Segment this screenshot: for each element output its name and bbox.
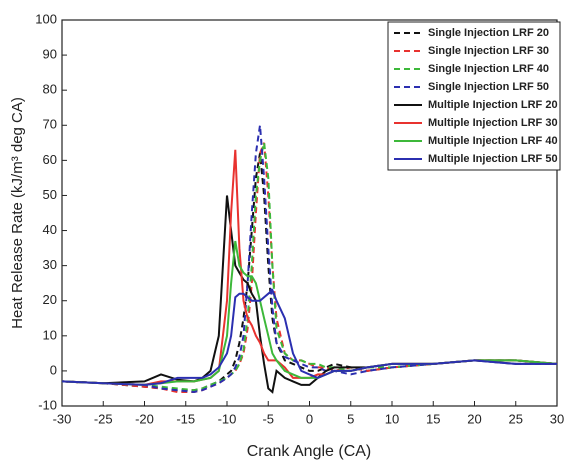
series-line	[62, 153, 557, 392]
legend-label: Single Injection LRF 30	[428, 45, 549, 57]
x-axis-label: Crank Angle (CA)	[247, 443, 372, 460]
series-line	[62, 142, 557, 393]
y-tick-label: 90	[43, 47, 57, 62]
y-tick-label: 60	[43, 152, 57, 167]
legend-label: Single Injection LRF 40	[428, 63, 549, 75]
legend-label: Single Injection LRF 50	[428, 81, 549, 93]
x-tick-label: -15	[176, 411, 195, 426]
legend-box	[387, 21, 561, 171]
series-line	[62, 149, 557, 386]
y-tick-label: 70	[43, 117, 57, 132]
x-tick-label: 0	[306, 411, 313, 426]
legend-label: Multiple Injection LRF 40	[428, 135, 558, 147]
x-tick-label: 30	[550, 411, 564, 426]
x-tick-label: 10	[385, 411, 399, 426]
y-tick-label: 0	[50, 362, 57, 377]
series-line	[62, 195, 557, 394]
y-tick-label: 40	[43, 222, 57, 237]
x-tick-label: -10	[218, 411, 237, 426]
series-line	[62, 142, 557, 392]
x-tick-label: 25	[509, 411, 523, 426]
x-tick-label: 20	[467, 411, 481, 426]
legend: Single Injection LRF 20 Single Injection …	[387, 21, 561, 171]
legend-label: Single Injection LRF 20	[428, 27, 549, 39]
y-tick-label: 10	[43, 327, 57, 342]
legend-label: Multiple Injection LRF 50	[428, 153, 558, 165]
x-tick-label: -30	[53, 411, 72, 426]
x-tick-label: -25	[94, 411, 113, 426]
y-tick-label: 100	[35, 11, 57, 26]
y-tick-label: 50	[43, 187, 57, 202]
x-tick-label: -20	[135, 411, 154, 426]
y-tick-label: 20	[43, 292, 57, 307]
x-tick-label: 5	[347, 411, 354, 426]
legend-label: Multiple Injection LRF 30	[428, 117, 558, 129]
x-tick-label: -5	[262, 411, 274, 426]
y-tick-label: 80	[43, 82, 57, 97]
legend-label: Multiple Injection LRF 20	[428, 99, 558, 111]
y-axis-label: Heat Release Rate (kJ/m³ deg CA)	[9, 97, 26, 329]
series-line	[62, 125, 557, 394]
y-tick-label: -10	[38, 397, 57, 412]
x-tick-label: 15	[426, 411, 440, 426]
y-tick-label: 30	[43, 257, 57, 272]
series-line	[62, 288, 557, 386]
